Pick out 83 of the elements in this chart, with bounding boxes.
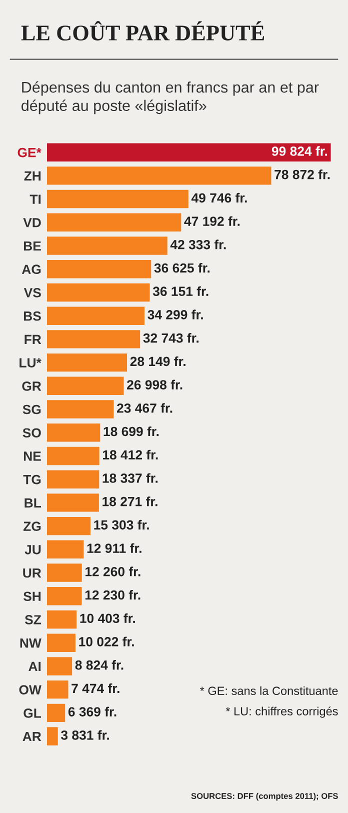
y-tick-label: SO [22, 428, 41, 438]
y-tick-label: BS [24, 311, 41, 321]
data-label: 15 303 fr. [94, 520, 149, 530]
y-tick-label: NW [20, 638, 42, 648]
bar [46, 657, 72, 676]
data-label: 47 192 fr. [184, 216, 240, 226]
bar [46, 260, 152, 278]
bar [46, 540, 84, 559]
y-tick-label: ZG [23, 522, 41, 531]
data-label: 36 151 fr. [152, 286, 208, 296]
y-tick-label: BE [24, 241, 41, 251]
data-label: 8 824 fr. [75, 660, 124, 670]
y-tick-label: SG [22, 404, 41, 414]
bar [46, 236, 168, 255]
data-label: 34 299 fr. [148, 310, 203, 320]
data-label: 6 369 fr. [68, 706, 116, 716]
data-label: 18 271 fr. [102, 496, 158, 506]
bar [46, 424, 100, 442]
data-label: 7 474 fr. [72, 683, 120, 693]
data-label: 3 831 fr. [61, 730, 109, 740]
data-label: 32 743 fr. [143, 333, 198, 343]
data-label: 26 998 fr. [127, 380, 182, 390]
bar [46, 704, 66, 722]
bar [46, 166, 272, 185]
bar [46, 353, 128, 372]
data-label: 18 699 fr. [104, 426, 159, 436]
bar [46, 283, 150, 302]
data-label: 78 872 fr. [274, 170, 330, 180]
bar [46, 470, 100, 488]
y-tick-label: SZ [24, 615, 42, 624]
bar [46, 306, 144, 325]
data-label: 10 022 fr. [79, 636, 134, 646]
data-label: 12 230 fr. [85, 590, 140, 600]
y-tick-label: VS [24, 288, 41, 298]
data-label: 49 746 fr. [191, 192, 247, 203]
y-tick-label: FR [24, 334, 42, 344]
y-tick-label: BL [24, 498, 42, 508]
y-tick-label: JU [24, 545, 41, 554]
y-tick-label: GE* [18, 148, 42, 158]
y-tick-label: GL [24, 708, 42, 718]
bar [46, 400, 114, 418]
y-tick-label: VD [23, 218, 41, 228]
y-tick-label: OW [19, 685, 42, 694]
data-label: 28 149 fr. [130, 356, 186, 366]
chart-title: LE COÛT PAR DÉPUTÉ [21, 21, 264, 41]
y-tick-label: ZH [24, 171, 41, 180]
y-tick-label: AR [22, 732, 42, 742]
chart-subtitle: Dépenses du canton en francs par an et par député au poste «législatif» [22, 81, 319, 114]
bar [46, 680, 68, 699]
bar [46, 330, 140, 348]
data-label: 12 911 fr. [87, 543, 142, 553]
annotation: * LU: chiffres corrigés [226, 706, 338, 718]
y-tick-label: SH [23, 592, 41, 602]
bar [46, 213, 182, 232]
y-tick-label: AI [28, 662, 41, 671]
bar [46, 446, 100, 466]
y-tick-label: NE [24, 452, 41, 461]
data-label: 36 625 fr. [154, 262, 210, 273]
bar [46, 610, 77, 629]
bar [46, 587, 82, 606]
bar [46, 494, 99, 512]
annotation: * GE: sans la Constituante [200, 686, 338, 696]
data-label: 10 403 fr. [80, 613, 135, 624]
data-label: 18 412 fr. [102, 450, 158, 460]
y-tick-label: UR [23, 568, 42, 578]
bar [46, 516, 90, 536]
bar [46, 376, 124, 396]
data-label: 99 824 fr. [272, 146, 328, 156]
bar [46, 564, 82, 582]
y-tick-label: TI [30, 194, 41, 204]
bar [46, 634, 76, 652]
y-tick-label: AG [22, 264, 41, 274]
y-tick-label: GR [22, 381, 42, 391]
bar [46, 190, 188, 208]
data-label: 18 337 fr. [102, 473, 158, 483]
data-label: 42 333 fr. [170, 240, 226, 250]
bar [46, 143, 331, 162]
data-label: 12 260 fr. [86, 566, 140, 576]
source-note: SOURCES: DFF (comptes 2011); OFS [191, 792, 338, 801]
data-label: 23 467 fr. [116, 403, 172, 413]
y-tick-label: TG [23, 474, 41, 484]
y-tick-label: LU* [20, 358, 42, 368]
bar [46, 727, 58, 746]
